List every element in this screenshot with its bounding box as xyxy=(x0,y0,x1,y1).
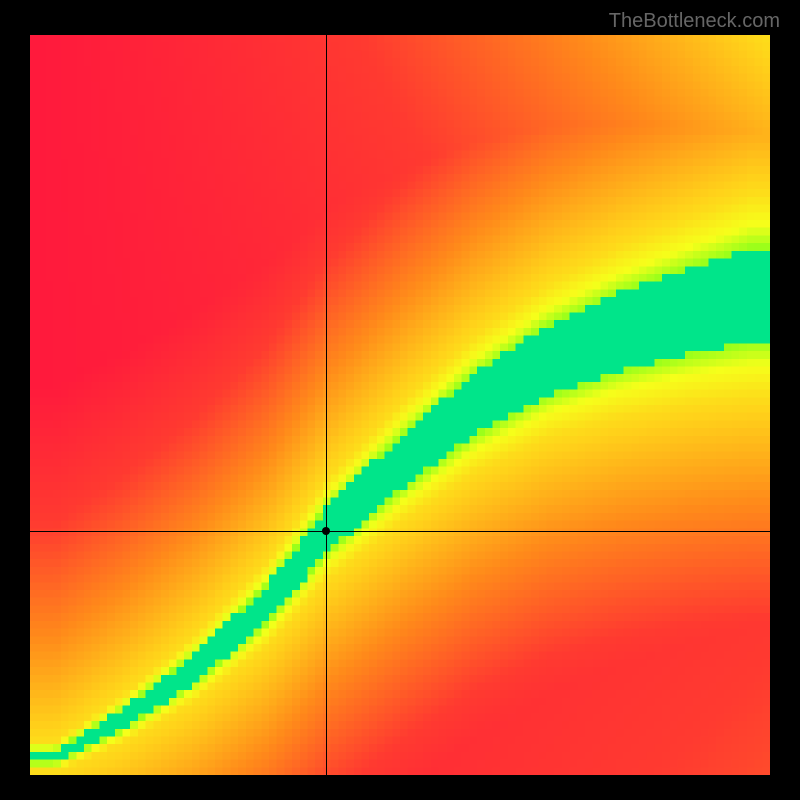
crosshair-vertical xyxy=(326,35,327,775)
heatmap-canvas xyxy=(30,35,770,775)
watermark-text: TheBottleneck.com xyxy=(609,10,780,33)
crosshair-horizontal xyxy=(30,531,770,532)
crosshair-marker xyxy=(322,527,330,535)
heatmap-chart xyxy=(30,35,770,775)
